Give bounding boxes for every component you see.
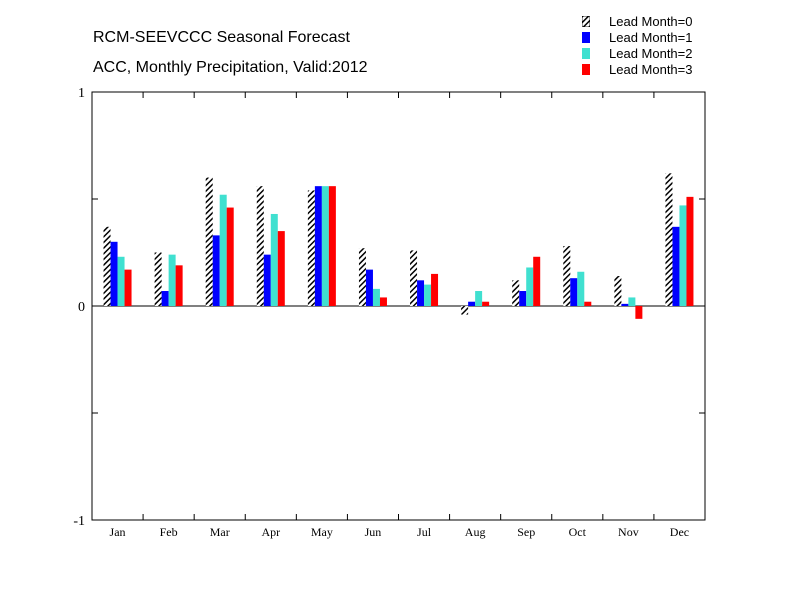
x-tick-label-apr: Apr: [261, 525, 280, 539]
chart-subtitle: ACC, Monthly Precipitation, Valid:2012: [93, 59, 368, 76]
legend-swatch: [582, 15, 590, 27]
bar-feb-lead2: [168, 254, 176, 306]
y-tick-label: 0: [78, 300, 85, 315]
x-tick-label-jan: Jan: [110, 525, 126, 539]
chart-title: RCM-SEEVCCC Seasonal Forecast: [93, 29, 350, 46]
legend-swatch: [582, 47, 590, 59]
legend-item-lead3: Lead Month=3: [582, 61, 692, 77]
x-tick-label-feb: Feb: [160, 525, 178, 539]
bar-jun-lead2: [372, 288, 380, 306]
bar-may-lead0: [307, 190, 315, 306]
bar-feb-lead1: [161, 291, 169, 306]
x-tick-label-oct: Oct: [569, 525, 587, 539]
bar-sep-lead1: [519, 291, 527, 306]
legend-swatch: [582, 63, 590, 75]
bar-mar-lead2: [219, 194, 227, 306]
bar-jul-lead0: [410, 250, 418, 306]
bar-nov-lead0: [614, 276, 622, 306]
legend-label: Lead Month=3: [609, 61, 693, 77]
x-tick-label-aug: Aug: [465, 525, 486, 539]
x-tick-label-sep: Sep: [517, 525, 535, 539]
bar-nov-lead2: [628, 297, 636, 306]
bar-apr-lead0: [256, 186, 264, 306]
bar-apr-lead2: [270, 213, 278, 306]
bar-jul-lead2: [424, 284, 432, 306]
bar-mar-lead0: [205, 177, 213, 306]
bar-mar-lead1: [212, 235, 220, 306]
bar-apr-lead1: [263, 254, 271, 306]
bar-jul-lead1: [417, 280, 425, 306]
bar-oct-lead3: [584, 301, 592, 306]
legend-swatch-fill: [582, 15, 590, 27]
bar-feb-lead0: [154, 252, 162, 306]
bar-aug-lead0: [461, 306, 469, 315]
bar-aug-lead3: [482, 301, 490, 306]
legend-swatch-fill: [582, 47, 590, 59]
legend-label: Lead Month=2: [609, 45, 693, 61]
legend-label: Lead Month=1: [609, 29, 693, 45]
bar-aug-lead1: [468, 301, 476, 306]
bar-feb-lead3: [175, 265, 183, 306]
bar-oct-lead1: [570, 278, 578, 306]
bar-may-lead2: [321, 186, 329, 306]
bar-nov-lead1: [621, 303, 629, 306]
bar-aug-lead2: [475, 291, 483, 306]
bar-jan-lead0: [103, 226, 111, 306]
x-tick-label-mar: Mar: [210, 525, 230, 539]
x-tick-label-jun: Jun: [365, 525, 382, 539]
bar-jan-lead3: [124, 269, 132, 306]
bar-may-lead1: [314, 186, 322, 306]
y-tick-label: -1: [73, 514, 85, 529]
legend-label: Lead Month=0: [609, 13, 693, 29]
legend-item-lead0: Lead Month=0: [582, 13, 692, 29]
bar-sep-lead2: [526, 267, 534, 306]
bar-jun-lead0: [358, 248, 366, 306]
legend-item-lead1: Lead Month=1: [582, 29, 692, 45]
bar-apr-lead3: [277, 231, 285, 306]
bar-jun-lead3: [379, 297, 387, 306]
legend-swatch-fill: [582, 63, 590, 75]
bar-oct-lead0: [563, 246, 571, 306]
legend-swatch-fill: [582, 31, 590, 43]
bar-jan-lead2: [117, 256, 125, 306]
x-tick-label-jul: Jul: [417, 525, 432, 539]
bar-oct-lead2: [577, 271, 585, 306]
bar-dec-lead1: [672, 226, 680, 306]
legend-item-lead2: Lead Month=2: [582, 45, 692, 61]
bar-dec-lead2: [679, 205, 687, 306]
bar-may-lead3: [328, 186, 336, 306]
bar-dec-lead3: [686, 196, 694, 306]
bar-sep-lead3: [533, 256, 541, 306]
x-tick-label-nov: Nov: [618, 525, 639, 539]
bar-jan-lead1: [110, 241, 118, 306]
bar-mar-lead3: [226, 207, 234, 306]
bar-jun-lead1: [365, 269, 373, 306]
bar-sep-lead0: [512, 280, 520, 306]
x-tick-label-may: May: [311, 525, 333, 539]
x-tick-label-dec: Dec: [670, 525, 689, 539]
bar-nov-lead3: [635, 306, 643, 319]
legend-swatch: [582, 31, 590, 43]
y-tick-label: 1: [78, 86, 85, 101]
bar-jul-lead3: [431, 273, 439, 306]
bar-dec-lead0: [665, 173, 673, 306]
